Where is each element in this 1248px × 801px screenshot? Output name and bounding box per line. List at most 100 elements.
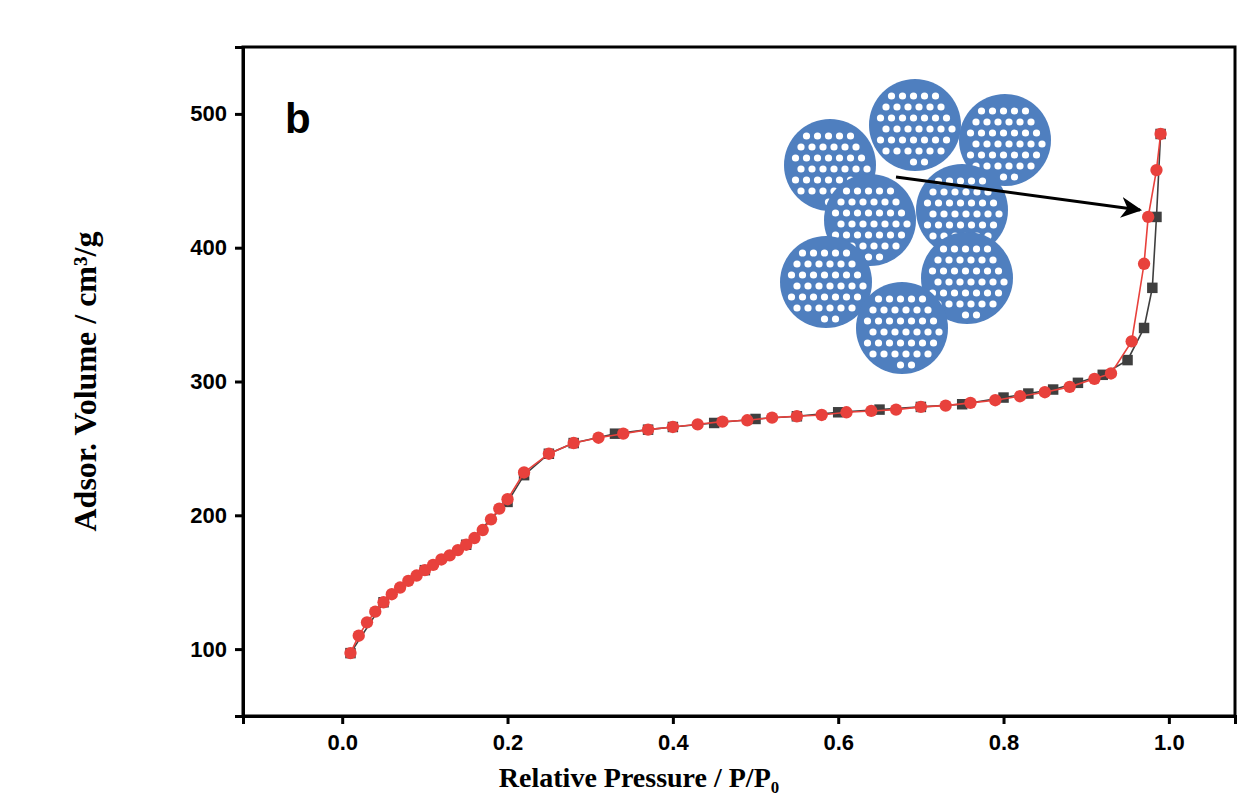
x-tick-label: 0.8 (989, 730, 1020, 755)
pore (880, 306, 887, 313)
pore (913, 328, 920, 335)
pore (924, 328, 931, 335)
pore (891, 350, 898, 357)
y-tick-mark (235, 514, 243, 517)
pore (1022, 107, 1029, 114)
marker (501, 493, 513, 505)
pore (843, 271, 850, 278)
pore (904, 125, 911, 132)
pore (968, 199, 975, 206)
pore (815, 304, 822, 311)
marker (916, 402, 926, 412)
pore (792, 176, 799, 183)
pore (979, 221, 986, 228)
pore (1011, 173, 1018, 180)
pore (859, 198, 866, 205)
pore (788, 271, 795, 278)
pore (962, 289, 969, 296)
pore (913, 350, 920, 357)
y-tick-label: 200 (190, 503, 227, 528)
pore (979, 177, 986, 184)
pore (882, 125, 889, 132)
pore (929, 232, 936, 239)
marker (716, 415, 728, 427)
pore (859, 220, 866, 227)
pore (899, 92, 906, 99)
pore (899, 114, 906, 121)
pore (793, 304, 800, 311)
pore (892, 242, 899, 249)
pore (1011, 129, 1018, 136)
pore (848, 282, 855, 289)
marker (369, 605, 381, 617)
pore (797, 187, 804, 194)
pore (989, 256, 996, 263)
pore (841, 143, 848, 150)
pore (968, 221, 975, 228)
marker (766, 411, 778, 423)
pore (882, 147, 889, 154)
pore (841, 165, 848, 172)
pore (875, 339, 882, 346)
pore (910, 92, 917, 99)
pore (803, 154, 810, 161)
pore (1011, 107, 1018, 114)
pore (978, 256, 985, 263)
pore (983, 140, 990, 147)
pore (793, 282, 800, 289)
pore (898, 209, 905, 216)
marker (668, 422, 678, 432)
pore (1000, 107, 1007, 114)
series-line (350, 134, 1160, 653)
pore (843, 249, 850, 256)
pore (836, 176, 843, 183)
x-tick: 1.0 (1154, 716, 1185, 755)
pore (940, 188, 947, 195)
pore (943, 136, 950, 143)
x-tick: 0.2 (493, 716, 524, 755)
inset-diagram (780, 79, 1140, 374)
pore (989, 278, 996, 285)
pore (915, 147, 922, 154)
pore (819, 187, 826, 194)
pore (788, 293, 795, 300)
pore (929, 267, 936, 274)
pore (921, 114, 928, 121)
pore (821, 315, 828, 322)
pore (921, 158, 928, 165)
pore (886, 339, 893, 346)
pore (792, 154, 799, 161)
pore (967, 151, 974, 158)
pore (830, 143, 837, 150)
y-tick-label: 500 (190, 101, 227, 126)
pore (1000, 278, 1007, 285)
pore (797, 165, 804, 172)
pore (957, 199, 964, 206)
pore (1005, 140, 1012, 147)
pore (978, 107, 985, 114)
marker (344, 647, 356, 659)
pore (891, 306, 898, 313)
pore (875, 317, 882, 324)
pore (847, 132, 854, 139)
pore (864, 317, 871, 324)
pore (984, 210, 991, 217)
pore (1022, 129, 1029, 136)
pore (810, 293, 817, 300)
pore (979, 199, 986, 206)
pore (940, 210, 947, 217)
pore (836, 154, 843, 161)
pore (897, 295, 904, 302)
pore (830, 165, 837, 172)
pore (1022, 151, 1029, 158)
pore (921, 136, 928, 143)
chart: 0.00.20.40.60.81.0100200300400500Relativ… (0, 0, 1248, 801)
pore (881, 220, 888, 227)
pore (926, 125, 933, 132)
pore (843, 293, 850, 300)
marker (361, 616, 373, 628)
pore (984, 289, 991, 296)
pore (881, 198, 888, 205)
pore (808, 143, 815, 150)
pore (804, 282, 811, 289)
